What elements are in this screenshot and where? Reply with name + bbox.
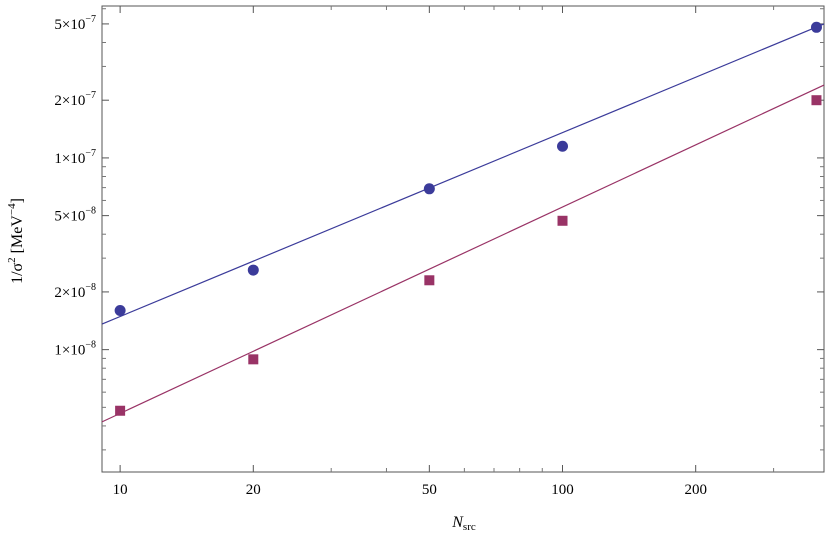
data-point-square (811, 95, 822, 106)
x-axis-ticks: 10 20 50 100 200 (113, 6, 775, 498)
data-point-square (248, 354, 259, 365)
x-tick-label: 100 (551, 482, 574, 498)
data-point-circle (557, 140, 569, 152)
x-axis-label: Nsrc (451, 514, 476, 533)
data-point-square (115, 405, 126, 416)
x-tick-label: 20 (246, 482, 261, 498)
data-point-circle (247, 264, 259, 276)
x-tick-label: 10 (113, 482, 128, 498)
plot-border (101, 5, 825, 473)
data-point-circle (810, 21, 822, 33)
data-point-square (424, 275, 435, 286)
y-tick-label: 2×10−8 (54, 282, 96, 301)
x-tick-label: 50 (422, 482, 437, 498)
y-axis-ticks: 1×10−8 2×10−8 5×10−8 1×10−7 2×10−7 5×10−7 (54, 8, 824, 451)
y-tick-label: 1×10−7 (54, 148, 96, 167)
fit-line-2 (101, 84, 825, 423)
data-point-square (557, 215, 568, 226)
data-point-circle (423, 183, 435, 195)
y-tick-label: 5×10−7 (54, 14, 96, 33)
y-axis-label: 1/σ2 [MeV−4] (6, 198, 26, 284)
y-tick-label: 2×10−7 (54, 90, 96, 109)
y-tick-label: 1×10−8 (54, 340, 96, 359)
data-point-circle (114, 304, 126, 316)
plot-frame (101, 5, 825, 473)
x-tick-label: 200 (684, 482, 707, 498)
fit-lines (101, 23, 825, 423)
fit-line-1 (101, 23, 825, 325)
data-points (114, 21, 822, 416)
y-tick-label: 5×10−8 (54, 206, 96, 225)
